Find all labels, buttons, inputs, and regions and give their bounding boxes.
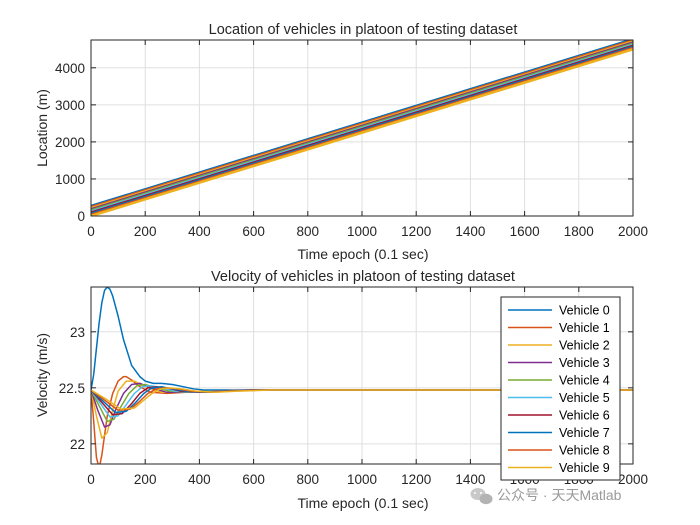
location-chart-ytick-label: 2000 [55,135,85,150]
legend-entry-label: Vehicle 4 [559,374,610,388]
location-chart-xlabel: Time epoch (0.1 sec) [298,246,429,262]
location-chart-xtick-label: 1800 [564,224,594,239]
legend-entry-label: Vehicle 2 [559,339,610,353]
legend-entry-label: Vehicle 9 [559,461,610,475]
legend-entry-label: Vehicle 0 [559,304,610,318]
velocity-chart-ytick-label: 22.5 [59,381,85,396]
location-chart-xtick-label: 800 [297,224,320,239]
velocity-chart-xtick-label: 1400 [455,472,485,487]
velocity-chart-xtick-label: 1000 [347,472,377,487]
velocity-chart-title: Velocity of vehicles in platoon of testi… [211,269,515,285]
velocity-chart-ytick-label: 22 [70,437,85,452]
velocity-chart-series-line [91,387,633,410]
wechat-bubbles-icon [470,488,493,505]
location-chart-xtick-label: 0 [87,224,95,239]
velocity-chart-ylabel: Velocity (m/s) [34,333,50,417]
velocity-chart-xlabel: Time epoch (0.1 sec) [298,495,429,511]
velocity-chart-xtick-label: 600 [242,472,265,487]
location-chart-ytick-label: 0 [77,209,85,224]
location-chart-ytick-label: 3000 [55,98,85,113]
velocity-chart-xtick-label: 1200 [401,472,431,487]
location-chart-xtick-label: 1000 [347,224,377,239]
velocity-chart-xtick-label: 2000 [618,472,648,487]
location-chart-ytick-label: 1000 [55,172,85,187]
legend-entry-label: Vehicle 5 [559,391,610,405]
velocity-chart-legend: Vehicle 0 Vehicle 1 Vehicle 2 Vehicle 3 Vehi… [500,296,621,481]
location-chart-ytick-label: 4000 [55,61,85,76]
velocity-chart-ytick-label: 23 [70,325,85,340]
velocity-chart-xtick-label: 400 [188,472,211,487]
velocity-chart: 0200400600800100012001400160018002000222… [34,269,648,511]
velocity-chart-series-line [91,287,633,391]
legend-entry-label: Vehicle 7 [559,426,610,440]
velocity-chart-xtick-label: 200 [134,472,157,487]
watermark: 公众号 · 天天Matlab [470,487,622,505]
location-chart-xtick-label: 1200 [401,224,431,239]
legend-entry-label: Vehicle 6 [559,409,610,423]
location-chart-xtick-label: 1600 [510,224,540,239]
location-chart-xtick-label: 400 [188,224,211,239]
location-chart-series-line [91,48,633,216]
location-chart-xtick-label: 600 [242,224,265,239]
legend-entry-label: Vehicle 3 [559,356,610,370]
legend-entry-label: Vehicle 1 [559,321,610,335]
location-chart-series-group [91,40,633,216]
location-chart-title: Location of vehicles in platoon of testi… [209,22,518,38]
location-chart-xtick-label: 1400 [455,224,485,239]
velocity-chart-xtick-label: 800 [297,472,320,487]
watermark-text: 公众号 · 天天Matlab [497,487,622,503]
velocity-chart-xtick-label: 0 [87,472,95,487]
legend-entry-label: Vehicle 8 [559,444,610,458]
velocity-chart-series-group [91,287,633,464]
location-chart-xtick-label: 200 [134,224,157,239]
location-chart-xtick-label: 2000 [618,224,648,239]
location-chart: 0 200 400 600 800 1000 1200 1400 1600 1800 2000 0 10… [34,22,648,262]
location-chart-ylabel: Location (m) [34,89,50,167]
